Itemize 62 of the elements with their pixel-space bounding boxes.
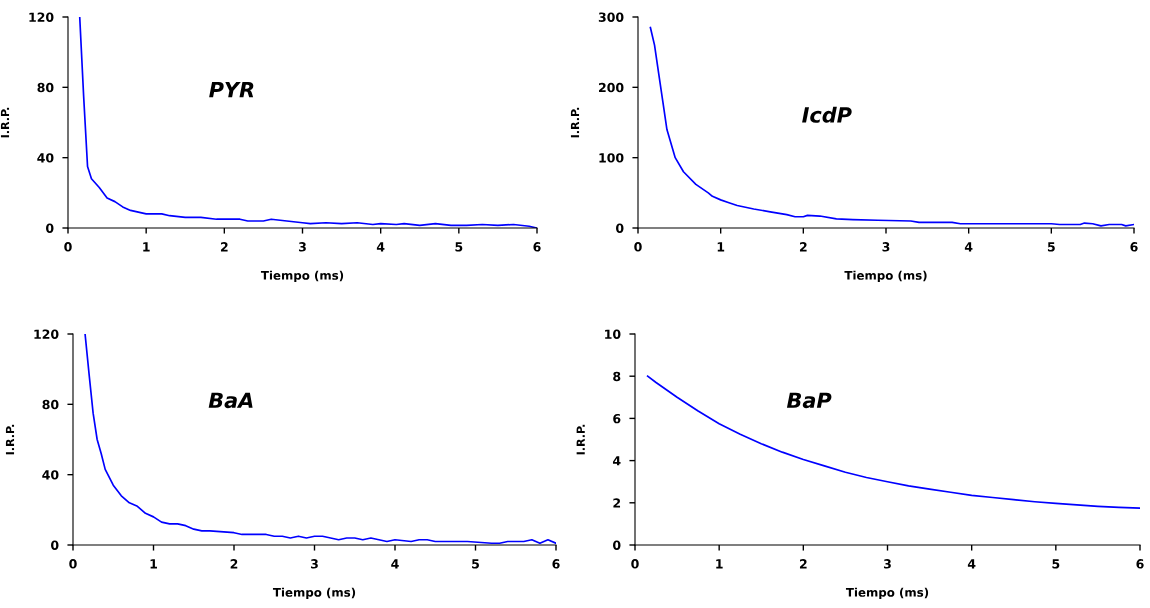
x-tick-label: 6 (552, 559, 560, 569)
y-tick-label: 80 (37, 82, 54, 93)
y-tick-label: 0 (613, 540, 621, 550)
annotation: BaA (208, 392, 253, 409)
y-axis-title: I.R.P. (576, 424, 585, 455)
y-axis-title: I.R.P. (5, 424, 15, 455)
y-tick-label: 4 (612, 456, 621, 466)
y-tick-label: 8 (613, 371, 621, 382)
y-tick-label: 2 (613, 498, 621, 508)
annotation: BaP (786, 392, 832, 409)
x-tick-label: 5 (472, 559, 479, 569)
y-tick-label: 80 (42, 399, 59, 410)
x-tick-label: 2 (230, 559, 238, 569)
x-axis-title: Tiempo (ms) (272, 587, 356, 600)
y-tick-label: 120 (29, 12, 54, 22)
y-tick-label: 0 (51, 540, 59, 550)
x-tick-label: 5 (1047, 242, 1055, 252)
y-tick-label: 6 (613, 413, 621, 424)
line-series (646, 375, 1140, 509)
x-tick-label: 4 (391, 559, 399, 569)
x-tick-label: 5 (455, 242, 463, 252)
y-tick-label: 0 (46, 223, 54, 233)
y-tick-label: 300 (598, 12, 624, 22)
x-tick-label: 2 (799, 559, 807, 569)
x-tick-label: 1 (150, 559, 157, 569)
x-tick-label: 3 (310, 559, 318, 569)
x-tick-label: 4 (376, 242, 385, 252)
x-tick-label: 0 (634, 242, 642, 252)
x-axis-title: Tiempo (ms) (260, 270, 344, 283)
x-tick-label: 4 (967, 559, 976, 569)
x-tick-label: 2 (799, 242, 807, 252)
y-axis-title: I.R.P. (570, 107, 580, 138)
x-tick-label: 2 (220, 242, 228, 252)
x-tick-label: 6 (1136, 559, 1144, 569)
x-tick-label: 0 (631, 559, 639, 569)
annotation: PYR (209, 81, 254, 98)
x-tick-label: 1 (717, 242, 725, 252)
x-axis-title: Tiempo (ms) (844, 270, 927, 283)
y-tick-label: 0 (616, 223, 624, 233)
x-axis-title: Tiempo (ms) (845, 587, 929, 600)
x-tick-label: 0 (69, 559, 77, 569)
y-tick-label: 200 (599, 82, 624, 93)
x-tick-label: 5 (1052, 559, 1060, 569)
x-tick-label: 3 (882, 242, 890, 252)
x-tick-label: 3 (298, 242, 306, 252)
line-series (78, 17, 537, 228)
x-tick-label: 6 (533, 242, 541, 252)
y-tick-label: 40 (37, 153, 54, 163)
x-tick-label: 0 (64, 242, 72, 252)
y-tick-label: 40 (42, 470, 59, 480)
x-tick-label: 1 (143, 242, 150, 252)
line-series (84, 334, 556, 545)
y-tick-label: 10 (605, 329, 621, 339)
x-tick-label: 4 (964, 242, 973, 252)
y-tick-label: 120 (34, 329, 59, 339)
y-tick-label: 100 (599, 153, 624, 163)
x-tick-label: 1 (716, 559, 723, 569)
line-series (649, 26, 1134, 227)
x-tick-label: 6 (1130, 242, 1138, 252)
x-tick-label: 3 (883, 559, 891, 569)
annotation: IcdP (802, 106, 852, 123)
y-axis-title: I.R.P. (0, 107, 10, 138)
